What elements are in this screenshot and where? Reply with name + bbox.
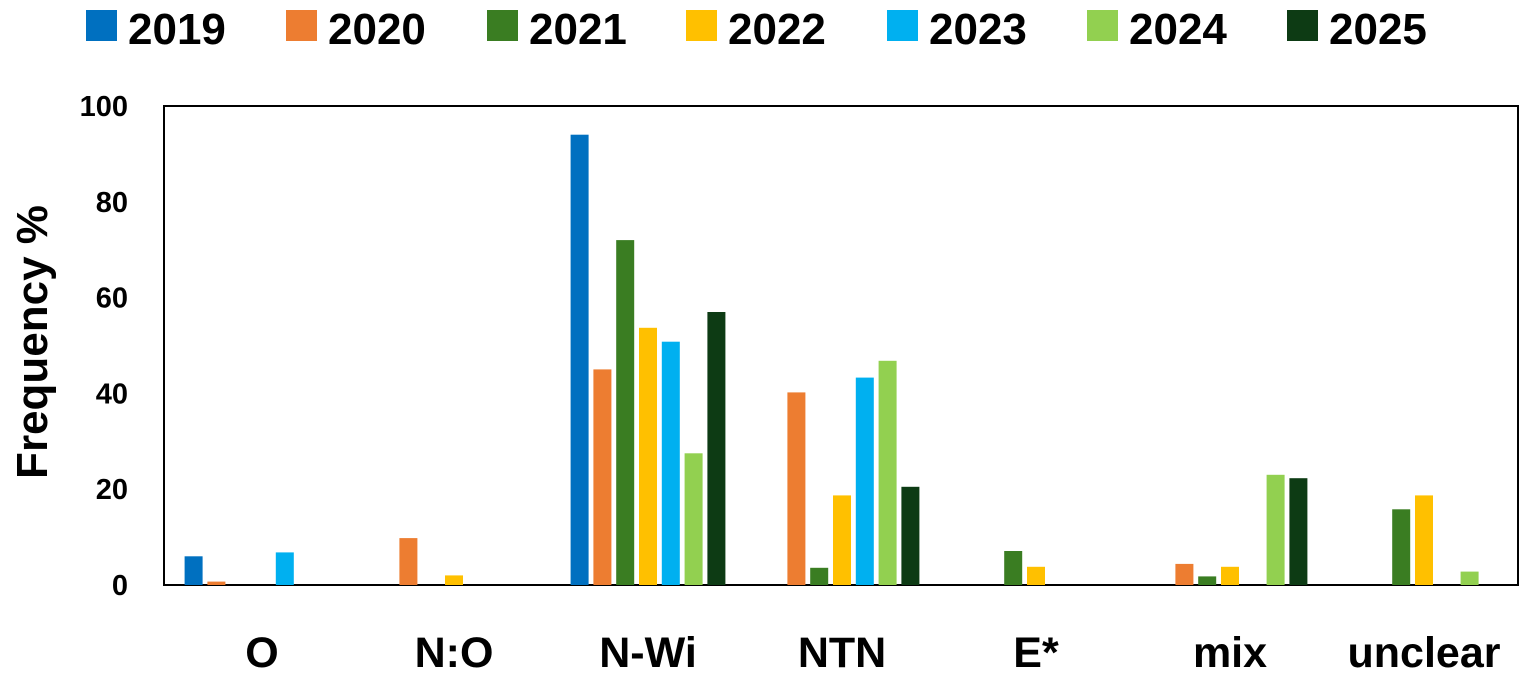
category-label: N-Wi [599,629,697,675]
bar-group-6 [1392,495,1479,585]
category-axis: O N:O N-Wi NTN E* mix unclear [245,629,1500,675]
bar-2020-2 [593,369,612,585]
legend-item-2024: 2024 [1087,5,1227,54]
bar-2023-2 [661,341,680,585]
bar-2024-6 [1460,571,1479,585]
bar-2022-2 [639,327,657,585]
category-label: O [245,629,278,675]
y-tick-label: 20 [96,474,128,506]
y-axis: 0 20 40 60 80 100 [80,91,128,602]
bar-2021-4 [1004,551,1023,585]
bar-2021-2 [616,240,635,585]
legend-item-2019: 2019 [86,5,226,54]
bar-2023-3 [855,377,874,585]
bar-2022-1 [445,575,463,585]
legend-item-2025: 2025 [1287,5,1427,54]
y-tick-label: 80 [96,187,128,219]
legend: 2019 2020 2021 2022 2023 2024 2025 [86,5,1427,54]
legend-label: 2021 [529,5,627,54]
legend-label: 2022 [728,5,826,54]
bar-2020-5 [1175,563,1194,585]
bar-group-0 [184,552,294,585]
bar-2021-3 [810,567,829,585]
category-label: N:O [415,629,494,675]
legend-item-2021: 2021 [487,5,627,54]
bar-2021-6 [1392,509,1411,585]
bar-2019-0 [184,556,203,585]
legend-swatch [286,10,317,41]
legend-swatch [686,10,717,41]
bar-2025-3 [901,486,920,585]
category-label: unclear [1348,629,1501,675]
legend-swatch [1087,10,1118,41]
bar-2023-0 [275,552,294,585]
bar-2020-3 [787,392,806,585]
bar-2025-5 [1289,478,1308,585]
bar-2024-3 [878,360,897,585]
legend-swatch [86,10,117,41]
y-tick-label: 40 [96,378,128,410]
legend-label: 2019 [128,5,226,54]
bar-2025-2 [707,312,726,585]
bar-2022-3 [833,495,851,585]
bar-2022-6 [1415,495,1433,585]
legend-item-2020: 2020 [286,5,426,54]
legend-item-2022: 2022 [686,5,826,54]
category-label: mix [1193,629,1267,675]
bar-group-4 [1004,551,1045,585]
y-tick-label: 60 [96,283,128,315]
bar-2021-5 [1198,576,1217,585]
bars [184,134,1479,585]
bar-2022-5 [1221,566,1239,585]
legend-label: 2024 [1129,5,1227,54]
legend-label: 2025 [1329,5,1427,54]
y-tick-label: 0 [112,570,128,602]
bar-group-5 [1175,474,1308,585]
bar-2024-2 [684,453,703,585]
bar-group-2 [570,134,726,585]
legend-swatch [1287,10,1318,41]
bar-2020-0 [207,581,226,585]
bar-group-1 [399,538,463,585]
bar-group-3 [787,360,920,585]
legend-item-2023: 2023 [887,5,1027,54]
y-tick-label: 100 [80,91,128,123]
category-label: NTN [798,629,886,675]
bar-2024-5 [1266,474,1285,585]
legend-swatch [887,10,918,41]
bar-2022-4 [1027,566,1045,585]
bar-2019-2 [570,134,589,585]
category-label: E* [1013,629,1059,675]
legend-swatch [487,10,518,41]
legend-label: 2020 [328,5,426,54]
y-axis-label: Frequency % [8,205,57,479]
bar-2020-1 [399,538,418,585]
legend-label: 2023 [929,5,1027,54]
